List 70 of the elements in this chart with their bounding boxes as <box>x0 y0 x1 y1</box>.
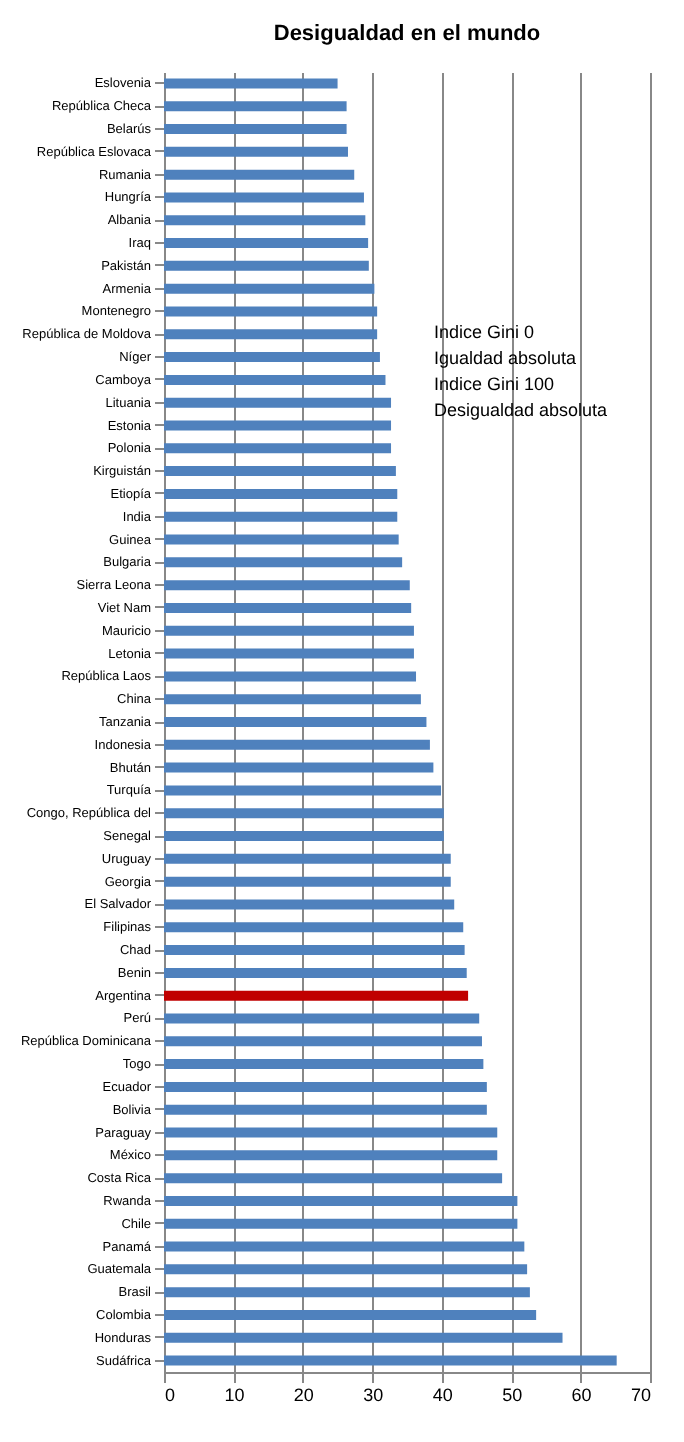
bar <box>164 1264 528 1275</box>
bar <box>164 1173 503 1184</box>
bar <box>164 1127 498 1138</box>
bar <box>164 1218 518 1229</box>
bar <box>164 945 465 956</box>
annotation: Indice Gini 0 <box>434 322 535 342</box>
bar <box>164 625 414 636</box>
bar <box>164 785 442 796</box>
bar <box>164 694 421 705</box>
bar <box>164 488 398 499</box>
bar <box>164 1059 484 1070</box>
bar <box>164 876 451 887</box>
bar <box>164 1013 480 1024</box>
bar <box>164 831 444 842</box>
bar <box>164 352 380 363</box>
bar <box>164 580 410 591</box>
bar <box>164 853 451 864</box>
bar <box>164 808 444 819</box>
bar <box>164 899 455 910</box>
bar <box>164 922 464 933</box>
bar <box>164 762 434 773</box>
bar <box>164 1355 617 1366</box>
bar <box>164 443 392 454</box>
bar <box>164 1036 482 1047</box>
bar <box>164 78 338 89</box>
x-tick-label: 20 <box>293 1385 314 1405</box>
bar <box>164 511 398 522</box>
bar <box>164 557 403 568</box>
bar <box>164 215 366 226</box>
bar <box>164 329 378 340</box>
bar <box>164 602 412 613</box>
bar <box>164 283 375 294</box>
bar <box>164 1104 487 1115</box>
bar <box>164 1195 518 1206</box>
bar <box>164 990 469 1001</box>
chart-title: Desigualdad en el mundo <box>273 22 541 46</box>
bar <box>164 466 396 477</box>
bar <box>164 397 392 408</box>
bar <box>164 739 430 750</box>
bar <box>164 124 347 135</box>
x-tick-label: 60 <box>571 1385 592 1405</box>
annotation: Desigualdad absoluta <box>434 400 608 420</box>
bar <box>164 260 369 271</box>
x-tick-label: 30 <box>363 1385 384 1405</box>
bar <box>164 374 386 385</box>
x-tick-label: 0 <box>165 1385 176 1405</box>
x-tick-label: 10 <box>224 1385 245 1405</box>
x-tick-label: 70 <box>630 1385 651 1405</box>
bar <box>164 1332 563 1343</box>
bar <box>164 146 348 157</box>
bar <box>164 101 347 112</box>
bar <box>164 169 355 180</box>
bar <box>164 306 378 317</box>
bar <box>164 420 392 431</box>
bar <box>164 1241 525 1252</box>
annotation: Igualdad absoluta <box>434 348 577 368</box>
bar <box>164 534 399 545</box>
x-tick-label: 50 <box>502 1385 523 1405</box>
bar <box>164 238 369 249</box>
bar <box>164 1150 498 1161</box>
bar <box>164 648 414 659</box>
annotation: Indice Gini 100 <box>434 374 555 394</box>
bar <box>164 1287 530 1298</box>
bar <box>164 192 364 203</box>
bar <box>164 671 417 682</box>
x-tick-label: 40 <box>432 1385 453 1405</box>
bar <box>164 717 427 727</box>
bar <box>164 1309 537 1320</box>
bar <box>164 1081 487 1092</box>
bar <box>164 967 467 978</box>
